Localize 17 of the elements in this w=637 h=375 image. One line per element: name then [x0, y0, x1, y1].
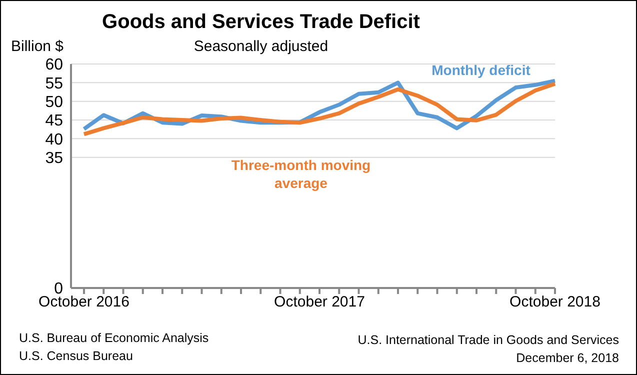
y-tick-label: 45	[45, 112, 64, 130]
chart-title: Goods and Services Trade Deficit	[101, 11, 421, 34]
text: December 6, 2018	[516, 351, 619, 365]
y-axis-title: Billion $	[11, 38, 64, 55]
y-tick-label: 50	[45, 94, 64, 112]
x-tick-label: October 2018	[510, 294, 600, 311]
y-tick-label: 60	[45, 56, 64, 74]
text: U.S. International Trade in Goods and Services	[358, 333, 619, 347]
x-tick-label: October 2017	[274, 294, 365, 311]
text: U.S. Bureau of Economic Analysis	[19, 331, 209, 345]
y-tick-label: 35	[45, 150, 64, 168]
text: Three-month moving average	[230, 156, 372, 192]
text: U.S. Census Bureau	[19, 349, 133, 363]
chart-subtitle: Seasonally adjusted	[194, 38, 328, 55]
y-tick-label: 55	[45, 75, 64, 92]
series-label: Monthly deficit	[430, 61, 532, 79]
y-tick-label: 40	[45, 131, 64, 148]
